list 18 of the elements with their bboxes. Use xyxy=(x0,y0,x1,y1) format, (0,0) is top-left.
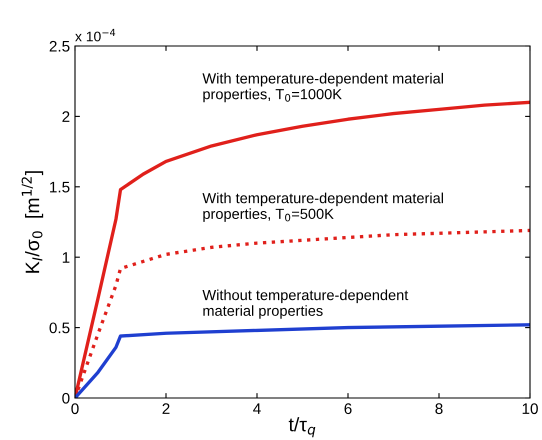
x-tick-label: 6 xyxy=(344,403,352,414)
text: x 10$^{−4}$ xyxy=(75,28,116,42)
x-axis-title: t/τ$_{q}$ xyxy=(288,417,316,438)
y-tick-label: 0 xyxy=(62,392,70,404)
y-tick-label: 2 xyxy=(62,111,70,122)
x-tick-label: 0 xyxy=(71,403,79,414)
annotation: With temperature-dependent material properties, T$_{0}$=1000K xyxy=(202,72,443,102)
y-tick-label: 2.5 xyxy=(50,40,70,52)
x-tick-label: 2 xyxy=(162,403,170,414)
x-tick-label: 4 xyxy=(253,403,261,414)
x-tick-label: 10 xyxy=(522,403,538,414)
y-tick-label: 0.5 xyxy=(50,322,70,334)
annotation: Without temperature-dependent material properties xyxy=(202,290,408,319)
y-tick-label: 1.5 xyxy=(50,182,70,192)
y-axis-title: K$_{I}$/σ$_{0}$ [m$^{1/2}$] xyxy=(22,171,44,273)
x-tick-label: 8 xyxy=(435,403,443,414)
y-tick-label: 1 xyxy=(62,252,70,263)
annotation: With temperature-dependent material properties, T$_{0}$=500K xyxy=(202,192,443,222)
